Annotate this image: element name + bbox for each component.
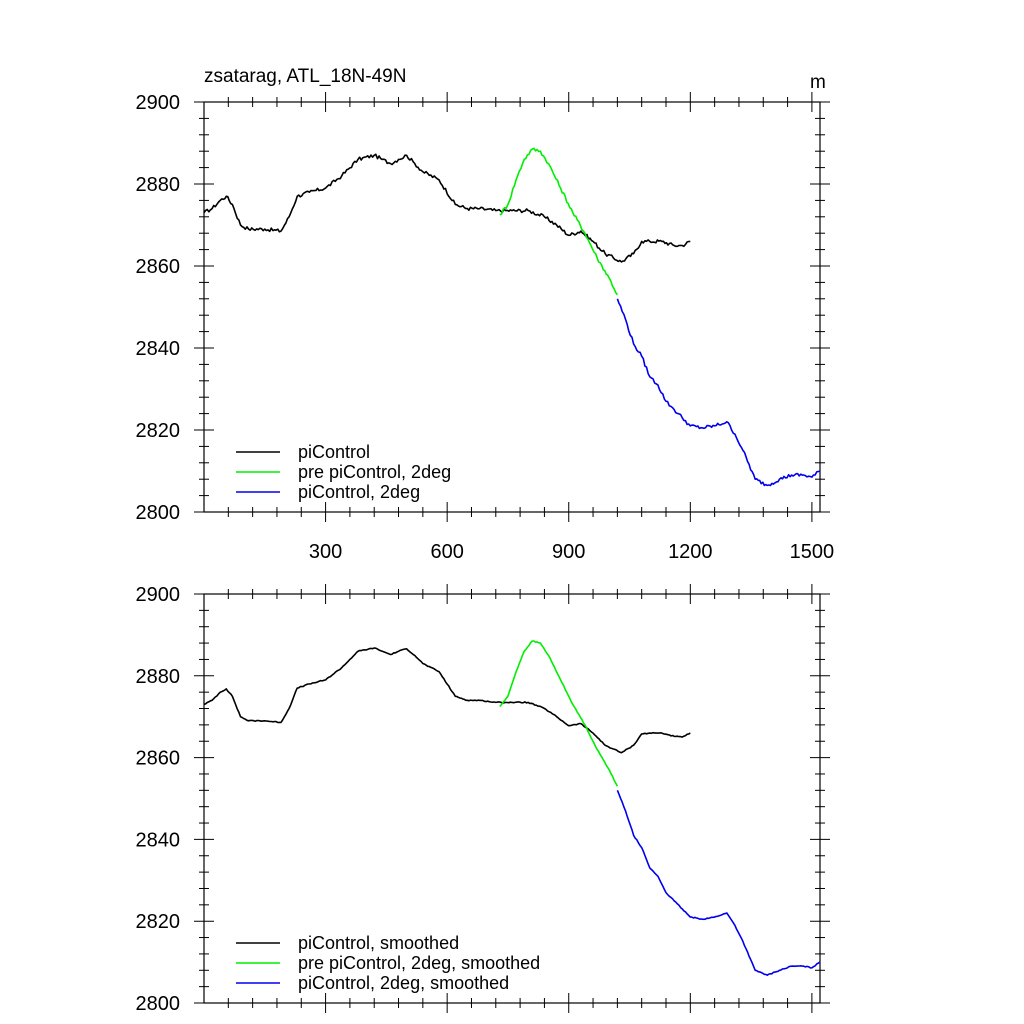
y-tick-label: 2900: [136, 584, 181, 606]
y-tick-label: 2880: [136, 174, 181, 196]
plot-frame: [203, 101, 821, 513]
series-line-picontrol: [203, 153, 691, 263]
plot-frame: [203, 593, 821, 1004]
y-tick-label: 2800: [136, 993, 181, 1015]
series-line-picontrol-2deg-smoothed: [616, 790, 821, 977]
y-tick-label: 2900: [136, 92, 181, 114]
x-tick-label: 900: [552, 541, 585, 563]
y-tick-label: 2800: [136, 502, 181, 524]
series-line-picontrol-smoothed: [203, 647, 691, 754]
legend-label: pre piControl, 2deg, smoothed: [298, 953, 540, 973]
y-tick-label: 2840: [136, 829, 181, 851]
x-tick-label: 600: [430, 541, 463, 563]
y-tick-label: 2820: [136, 420, 181, 442]
legend-label: piControl: [298, 442, 370, 462]
x-tick-label: 300: [309, 541, 342, 563]
y-tick-label: 2880: [136, 666, 181, 688]
x-tick-label: 1200: [668, 541, 713, 563]
x-tick-label: 1500: [790, 541, 835, 563]
legend-label: piControl, 2deg: [298, 482, 420, 502]
series-line-pre-picontrol-2deg: [499, 147, 619, 296]
series-line-picontrol-2deg: [616, 298, 821, 487]
legend-label: piControl, smoothed: [298, 933, 459, 953]
y-tick-label: 2840: [136, 338, 181, 360]
series-line-pre-picontrol-2deg-smoothed: [499, 640, 619, 787]
chart-title: zsatarag, ATL_18N-49N: [204, 66, 406, 87]
y-tick-label: 2860: [136, 256, 181, 278]
bottom-panel: 2800 2820 2840 2860 2880 2900 piControl, smoot…: [136, 584, 830, 1015]
legend-label: piControl, 2deg, smoothed: [298, 973, 509, 993]
top-panel: 2800 2820 2840 2860 2880 2900 300 600 900 1200 150…: [136, 66, 835, 563]
y-tick-label: 2860: [136, 748, 181, 770]
y-tick-label: 2820: [136, 911, 181, 933]
unit-label: m: [810, 72, 826, 93]
legend-label: pre piControl, 2deg: [298, 462, 451, 482]
